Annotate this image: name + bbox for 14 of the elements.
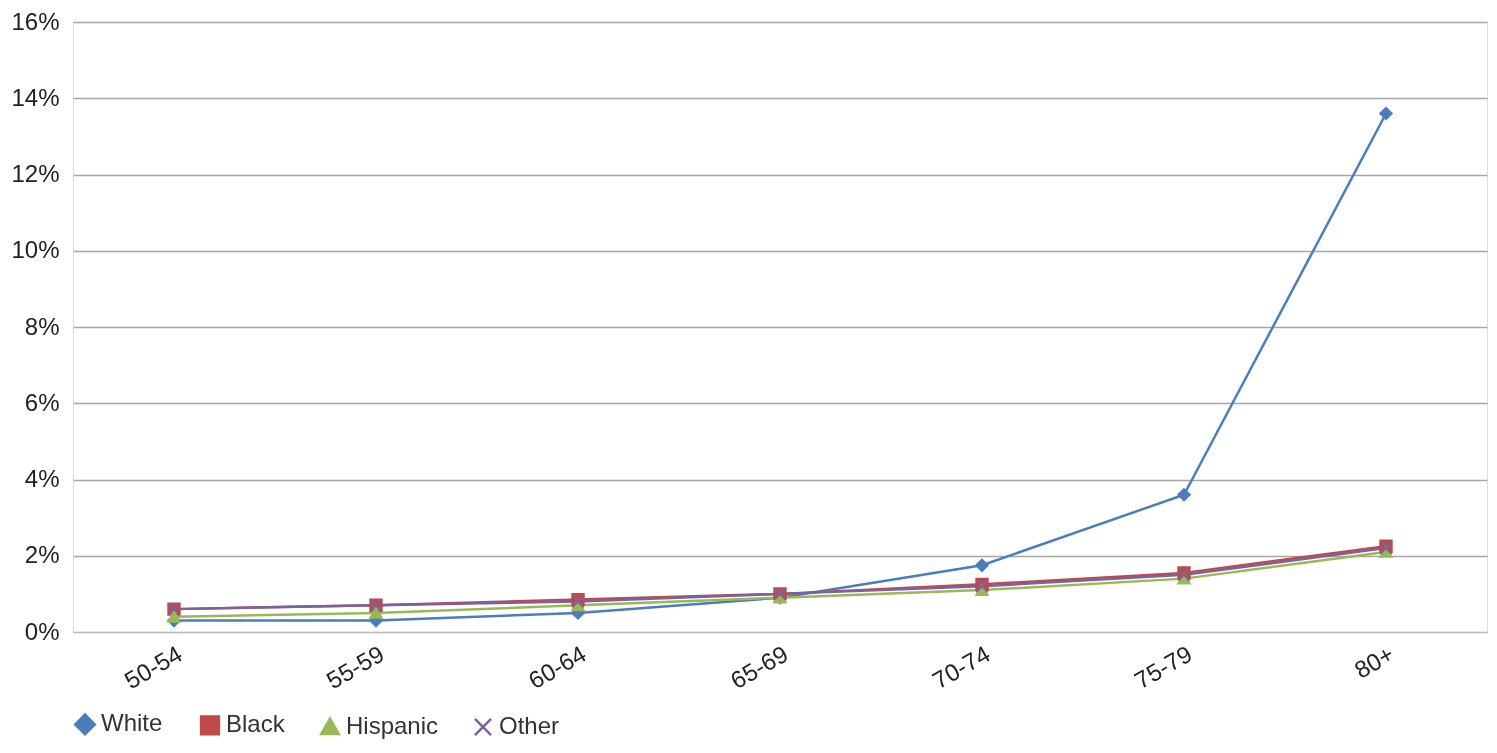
y-tick-label: 10%: [11, 236, 60, 264]
legend-label: White: [101, 709, 163, 737]
x-tick-label: 80+: [1349, 639, 1399, 684]
y-tick-label: 16%: [11, 7, 60, 35]
y-tick-label: 6%: [24, 388, 60, 416]
y-tick-label: 0%: [24, 617, 60, 645]
y-tick-label: 8%: [24, 312, 60, 340]
y-tick-label: 2%: [24, 541, 60, 569]
y-tick-label: 4%: [24, 465, 60, 492]
legend-label: Other: [499, 711, 560, 739]
legend-label: Black: [226, 710, 286, 738]
legend-label: Hispanic: [346, 711, 439, 739]
y-tick-label: 12%: [11, 160, 60, 187]
y-tick-label: 14%: [11, 83, 60, 111]
